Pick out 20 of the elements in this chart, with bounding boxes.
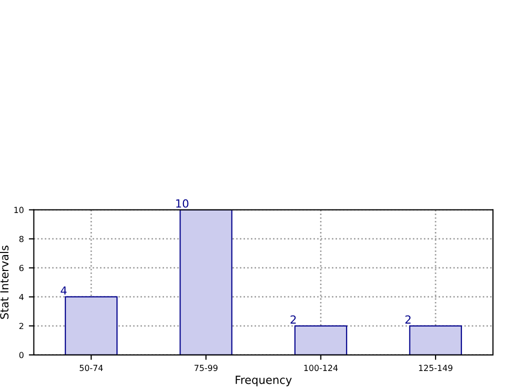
y-axis-title: Stat Intervals: [0, 246, 9, 319]
y-tick-label: 2: [19, 322, 24, 330]
bar: [294, 325, 348, 355]
data-label: 2: [290, 315, 296, 324]
data-label: 2: [405, 315, 411, 324]
x-axis-title: Frequency: [236, 376, 292, 386]
x-tick-label: 75-99: [194, 364, 218, 372]
data-label: 4: [60, 286, 67, 295]
bar: [64, 296, 118, 355]
x-tick-label: 100-124: [304, 364, 338, 372]
y-tick-label: 6: [19, 264, 24, 272]
data-label: 10: [176, 199, 188, 208]
x-tick-label: 125-149: [419, 364, 452, 372]
y-tick-label: 4: [19, 294, 24, 300]
y-tick-label: 0: [19, 352, 24, 358]
bar: [409, 325, 462, 355]
x-tick-label: 50-74: [80, 364, 103, 372]
y-tick-label: 10: [14, 206, 24, 214]
bar: [180, 210, 232, 355]
y-tick-label: 8: [19, 236, 24, 242]
